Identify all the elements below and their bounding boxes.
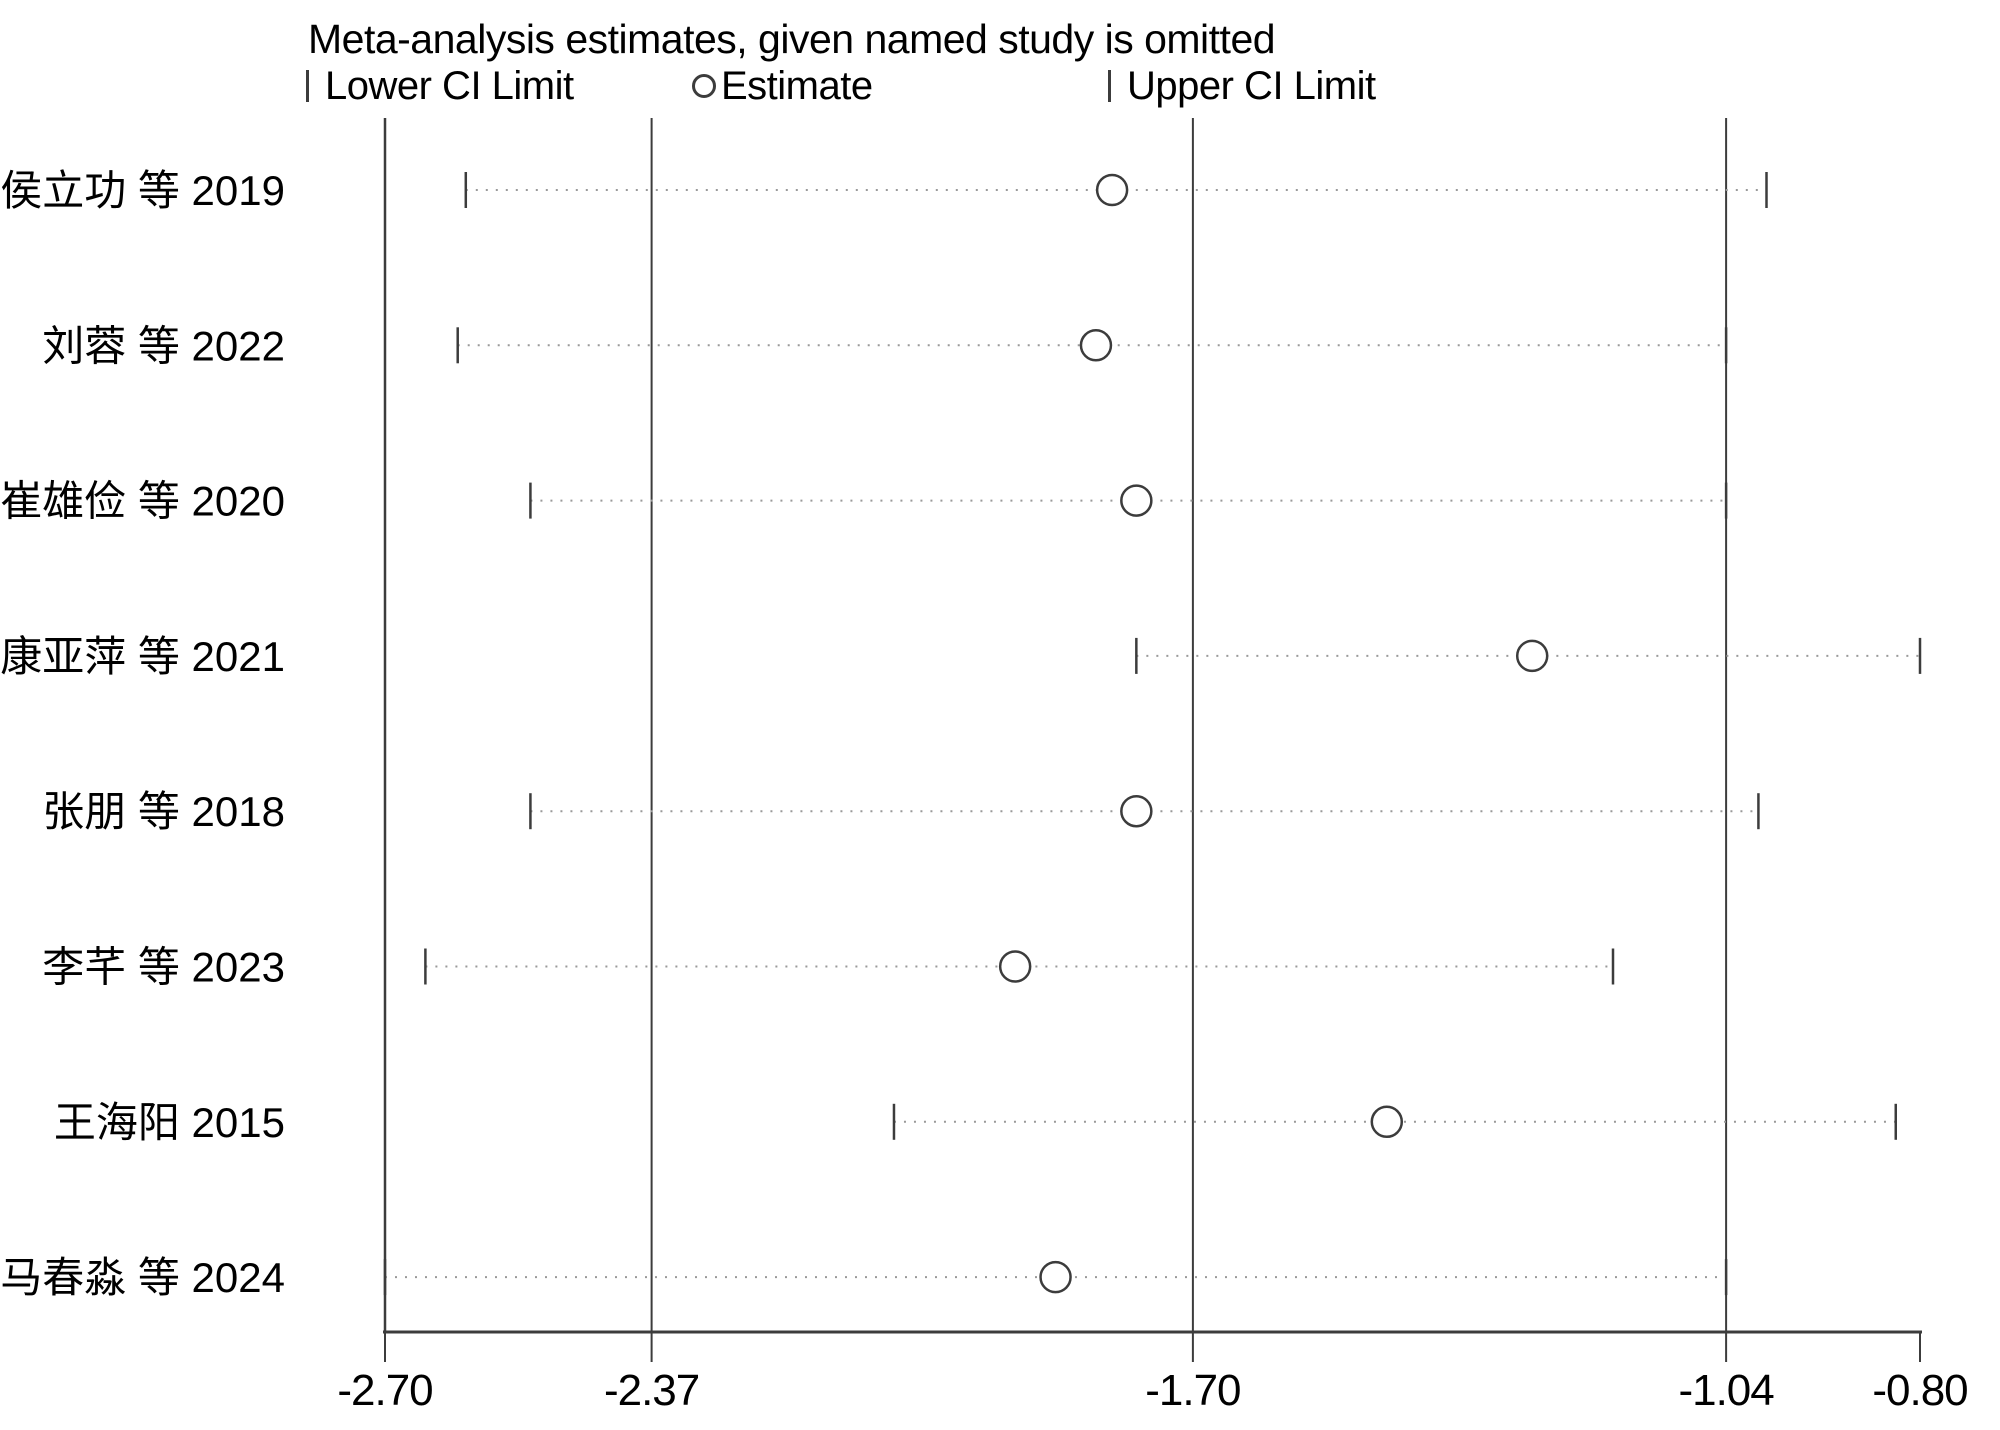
study-label: 张朋 等 2018 bbox=[42, 788, 285, 835]
study-label: 王海阳 2015 bbox=[54, 1099, 285, 1146]
estimate-marker bbox=[1120, 794, 1153, 828]
study-label: 康亚萍 等 2021 bbox=[0, 633, 285, 680]
study-label: 崔雄俭 等 2020 bbox=[0, 478, 285, 525]
estimate-marker bbox=[1095, 173, 1129, 207]
estimate-marker bbox=[1370, 1105, 1404, 1139]
estimate-circle-icon bbox=[692, 74, 716, 98]
x-tick-label: -1.70 bbox=[1145, 1366, 1240, 1415]
legend-upper-ci: Upper CI Limit bbox=[1108, 62, 1376, 110]
estimate-marker bbox=[998, 950, 1032, 983]
x-tick-label: -2.70 bbox=[337, 1366, 432, 1415]
estimate-marker bbox=[1079, 329, 1113, 362]
legend-estimate-label: Estimate bbox=[721, 63, 873, 108]
x-tick-label: -0.80 bbox=[1872, 1366, 1967, 1415]
study-label: 李芊 等 2023 bbox=[42, 944, 285, 991]
study-label: 侯立功 等 2019 bbox=[0, 167, 285, 214]
upper-ci-tick-icon bbox=[1108, 70, 1111, 102]
legend-lower-ci-label: Lower CI Limit bbox=[325, 63, 574, 108]
x-tick-label: -1.04 bbox=[1678, 1366, 1774, 1415]
legend-estimate: Estimate bbox=[692, 62, 873, 110]
study-label: 刘蓉 等 2022 bbox=[42, 322, 285, 369]
study-label: 马春淼 等 2024 bbox=[0, 1254, 285, 1301]
chart-title: Meta-analysis estimates, given named stu… bbox=[308, 16, 1276, 62]
estimate-marker bbox=[1039, 1260, 1072, 1294]
estimate-marker bbox=[1515, 639, 1549, 673]
legend-upper-ci-label: Upper CI Limit bbox=[1127, 63, 1376, 108]
legend-lower-ci: Lower CI Limit bbox=[306, 62, 574, 110]
x-tick-label: -2.37 bbox=[604, 1366, 699, 1415]
lower-ci-tick-icon bbox=[306, 70, 309, 102]
estimate-marker bbox=[1120, 484, 1153, 517]
